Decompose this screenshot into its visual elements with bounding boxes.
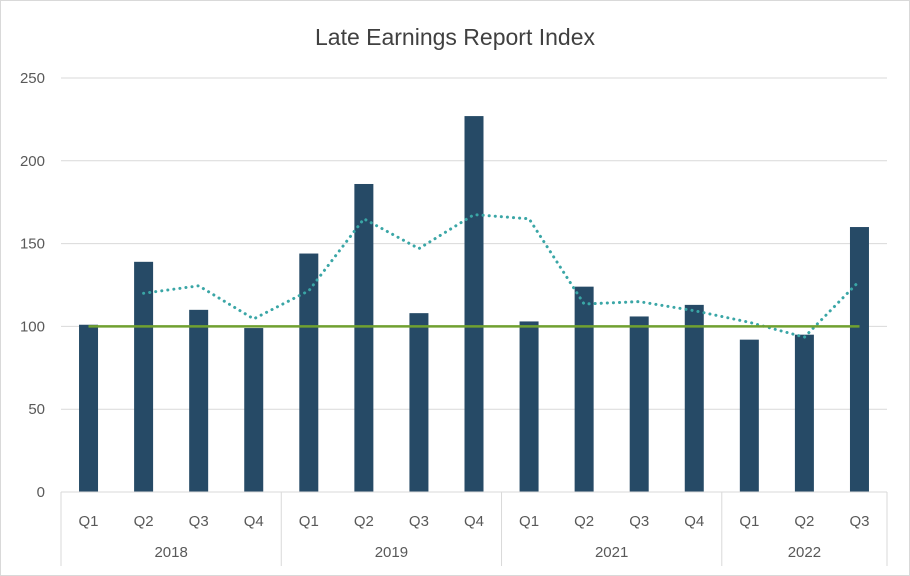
bar [244,328,264,492]
y-tick-label: 100 [20,318,45,335]
x-axis: Q1 Q2 Q3 Q4 2018 Q1 Q2 Q3 Q4 2019 Q1 Q2 Q3 Q4 2021 Q1 Q2… [60,491,888,566]
bar [794,334,814,492]
x-tick-label: Q3 [849,513,869,530]
x-tick-label: Q4 [684,513,704,530]
y-tick-label: 250 [20,70,45,87]
x-tick-label: Q3 [189,513,209,530]
x-tick-label: Q3 [629,513,649,530]
x-group-label: 2018 [154,544,187,561]
y-tick-label: 50 [28,401,45,418]
bar [519,321,539,492]
x-tick-label: Q1 [299,513,319,530]
line-series [88,213,861,339]
bar [574,286,594,492]
bar [849,227,869,493]
y-tick-label: 0 [37,484,45,501]
x-tick-label: Q2 [794,513,814,530]
x-tick-label: Q2 [354,513,374,530]
bar [79,324,99,492]
bar-series [79,116,869,493]
chart-title: Late Earnings Report Index [315,24,596,50]
x-tick-label: Q1 [739,513,759,530]
bar [464,116,484,492]
x-group-label: 2022 [788,544,821,561]
x-tick-label: Q4 [464,513,484,530]
x-tick-label: Q1 [79,513,99,530]
x-tick-label: Q2 [574,513,594,530]
y-tick-label: 200 [20,153,45,170]
bar [189,309,209,492]
bar [684,304,704,492]
bar [409,313,429,492]
x-tick-label: Q3 [409,513,429,530]
x-group-label: 2019 [375,544,408,561]
x-group-label: 2021 [595,544,628,561]
bar [299,253,319,492]
y-tick-label: 150 [20,236,45,253]
moving-average-line [142,213,861,339]
x-tick-label: Q4 [244,513,264,530]
x-tick-label: Q1 [519,513,539,530]
bar [134,261,154,492]
bar [354,183,374,492]
bar [739,339,759,492]
bar [629,316,649,492]
x-tick-label: Q2 [134,513,154,530]
